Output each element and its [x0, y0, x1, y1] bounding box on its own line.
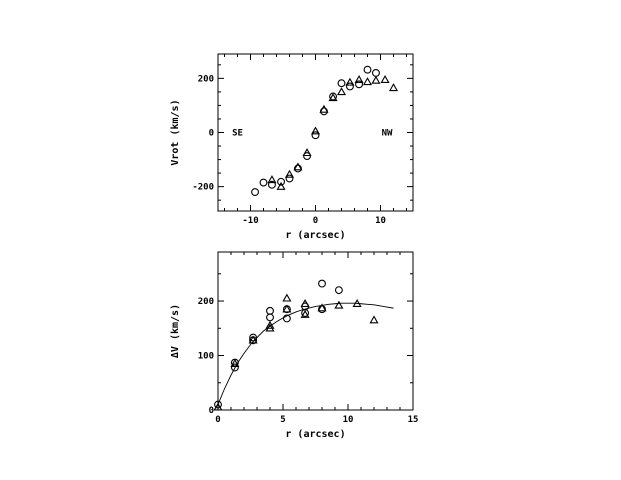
triangle-data-point: [230, 358, 240, 367]
plot-frame: [217, 251, 414, 411]
y-tick-label: 200: [198, 74, 214, 84]
circle-data-point: [346, 82, 354, 91]
triangle-data-point: [319, 104, 329, 113]
triangle-data-point: [282, 304, 292, 313]
circle-data-point: [259, 178, 268, 187]
triangle-data-point: [267, 175, 277, 184]
y-tick-label: -200: [192, 183, 214, 193]
y-axis-label: ΔV (km/s): [170, 304, 181, 358]
triangle-data-point: [369, 315, 379, 324]
circle-data-point: [266, 313, 274, 322]
triangle-data-point: [345, 77, 355, 86]
triangle-data-point: [300, 309, 310, 318]
triangle-data-point: [213, 402, 223, 411]
x-tick-label: 0: [215, 415, 220, 425]
y-tick-label: 0: [209, 129, 214, 139]
triangle-data-point: [300, 299, 310, 308]
y-tick-label: 200: [198, 297, 214, 307]
circle-data-point: [334, 286, 343, 295]
triangle-data-point: [388, 83, 399, 92]
triangle-data-point: [284, 169, 295, 178]
triangle-data-point: [354, 75, 364, 83]
x-axis-label: r (arcsec): [285, 429, 345, 440]
x-tick-label: -10: [242, 216, 258, 226]
x-tick-label: 10: [375, 216, 386, 226]
circle-data-point: [372, 68, 380, 77]
triangle-data-point: [282, 293, 292, 302]
circle-data-point: [337, 79, 346, 88]
y-axis-label: Vrot (km/s): [170, 99, 181, 165]
triangle-data-point: [310, 126, 321, 135]
circle-data-point: [266, 306, 274, 315]
triangle-data-point: [317, 303, 327, 312]
model-curve: [217, 302, 394, 405]
triangle-data-point: [380, 75, 390, 83]
circle-data-point: [301, 309, 310, 317]
x-tick-label: 5: [280, 415, 285, 425]
x-axis-label: r (arcsec): [285, 230, 345, 241]
triangle-data-point: [293, 162, 303, 171]
rotation-curve-panel: -10 0 10 -200 0 200 r (arcsec) Vrot (km/s) SE NW: [170, 53, 414, 241]
triangle-data-point: [328, 93, 338, 102]
circle-data-point: [268, 180, 276, 189]
triangle-data-point: [362, 77, 373, 86]
x-tick-label: 10: [343, 415, 354, 425]
y-tick-label: 0: [209, 406, 214, 416]
x-tick-label: 0: [313, 216, 318, 226]
triangle-data-point: [276, 181, 286, 190]
circle-data-point: [311, 131, 320, 140]
y-tick-label: 100: [198, 352, 214, 362]
circle-data-point: [214, 400, 222, 409]
triangle-data-point: [302, 148, 312, 157]
circle-data-point: [285, 174, 294, 183]
triangle-data-point: [334, 300, 344, 309]
circle-data-point: [355, 80, 363, 89]
circle-data-point: [230, 363, 239, 372]
triangle-data-point: [371, 75, 381, 84]
circle-data-point: [318, 279, 326, 288]
circle-data-point: [329, 92, 337, 101]
circle-data-point: [277, 177, 285, 186]
triangle-data-point: [336, 87, 347, 96]
circle-data-point: [282, 314, 291, 323]
annotation-se: SE: [232, 129, 243, 139]
annotation-nw: NW: [382, 129, 393, 139]
x-tick-label: 15: [408, 415, 419, 425]
circle-data-point: [251, 188, 260, 197]
circle-data-point: [363, 65, 372, 74]
velocity-difference-panel: 0 5 10 15 0 100 200 r (arcsec) ΔV (km/s): [170, 251, 419, 440]
